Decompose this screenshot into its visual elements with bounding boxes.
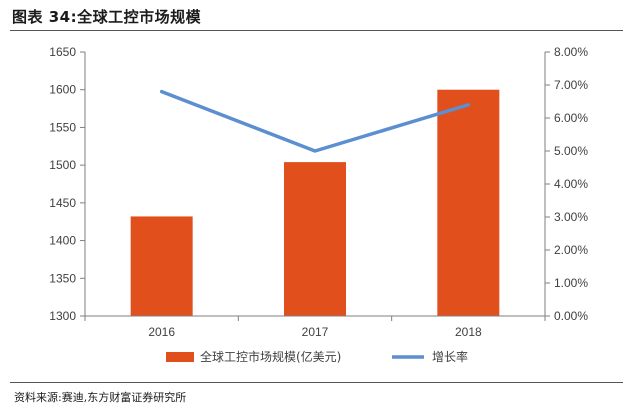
y-left-tick-label: 1300	[49, 309, 76, 323]
y-right-tick-label: 5.00%	[554, 144, 588, 158]
y-right-tick-label: 3.00%	[554, 210, 588, 224]
figure-title: 图表 34:全球工控市场规模	[12, 8, 202, 26]
legend-bar-label: 全球工控市场规模(亿美元)	[200, 349, 341, 364]
y-right-tick-label: 2.00%	[554, 243, 588, 257]
y-right-tick-label: 6.00%	[554, 111, 588, 125]
x-tick-label-2017: 2017	[302, 325, 329, 339]
x-tick-label-2018: 2018	[455, 325, 482, 339]
y-right-tick-label: 1.00%	[554, 276, 588, 290]
x-tick-label-2016: 2016	[148, 325, 175, 339]
y-left-tick-label: 1550	[49, 120, 76, 134]
y-left-tick-label: 1600	[49, 83, 76, 97]
y-left-tick-label: 1450	[49, 196, 76, 210]
y-left-tick-label: 1400	[49, 234, 76, 248]
y-left-tick-label: 1500	[49, 158, 76, 172]
source-divider	[10, 382, 623, 383]
y-right-tick-label: 7.00%	[554, 78, 588, 92]
bar-2016	[130, 216, 193, 316]
growth-rate-point-2016	[161, 91, 163, 93]
legend-line-label: 增长率	[432, 349, 468, 364]
growth-rate-point-2018	[467, 104, 469, 106]
growth-rate-point-2017	[314, 150, 316, 152]
y-right-tick-label: 8.00%	[554, 45, 588, 59]
y-left-tick-label: 1350	[49, 271, 76, 285]
legend-bar-swatch	[166, 352, 194, 362]
y-right-tick-label: 4.00%	[554, 177, 588, 191]
y-right-tick-label: 0.00%	[554, 309, 588, 323]
source-note: 资料来源:赛迪,东方财富证券研究所	[14, 391, 187, 404]
y-left-tick-label: 1650	[49, 45, 76, 59]
bar-2018	[437, 89, 500, 316]
growth-rate-line	[159, 89, 471, 153]
bar-2017	[284, 162, 346, 316]
title-divider	[10, 30, 623, 31]
